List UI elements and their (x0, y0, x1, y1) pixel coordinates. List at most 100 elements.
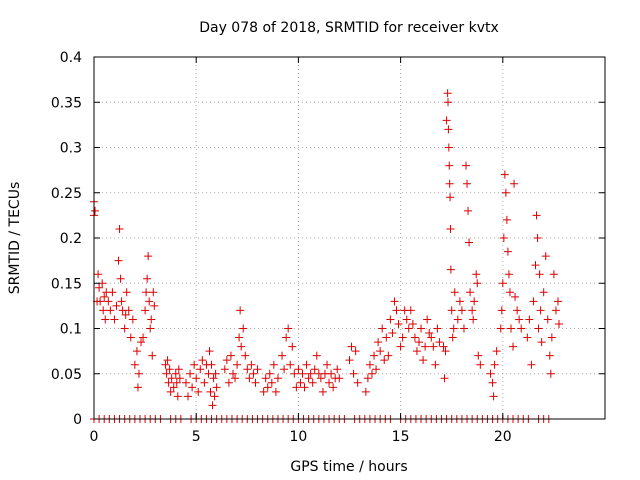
y-tick-label: 0.2 (60, 231, 82, 247)
data-point (488, 378, 497, 387)
data-point (162, 369, 171, 378)
data-point (367, 369, 376, 378)
data-point (147, 315, 156, 324)
data-point (333, 365, 342, 374)
x-tick-label: 5 (192, 429, 201, 445)
data-point (335, 374, 344, 383)
data-point (112, 301, 121, 310)
data-point (146, 324, 155, 333)
data-point (549, 270, 558, 279)
data-point (486, 369, 495, 378)
data-point (545, 351, 554, 360)
data-point (412, 347, 421, 356)
data-point (259, 387, 268, 396)
data-point (421, 342, 430, 351)
data-point (470, 297, 479, 306)
data-point (496, 324, 505, 333)
data-point (446, 265, 455, 274)
data-point (184, 392, 193, 401)
data-point (551, 306, 560, 315)
data-point (253, 365, 262, 374)
data-point (243, 365, 252, 374)
data-point (527, 360, 536, 369)
data-point (294, 365, 303, 374)
data-point (323, 360, 332, 369)
data-point (271, 387, 280, 396)
data-point (463, 179, 472, 188)
data-point (280, 365, 289, 374)
data-point (448, 333, 457, 342)
data-point (513, 306, 522, 315)
data-point (392, 306, 401, 315)
data-point (329, 383, 338, 392)
data-point (541, 252, 550, 261)
data-point (310, 365, 319, 374)
y-tick-label: 0.15 (51, 276, 82, 292)
data-point (91, 206, 100, 215)
y-tick-label: 0.3 (60, 141, 82, 157)
data-point (286, 360, 295, 369)
data-points (90, 89, 564, 423)
data-point (546, 369, 555, 378)
data-point (208, 401, 217, 410)
data-point (192, 374, 201, 383)
chart-title: Day 078 of 2018, SRMTID for receiver kvt… (199, 20, 499, 36)
data-point (94, 270, 103, 279)
data-point (161, 360, 170, 369)
data-point (500, 170, 509, 179)
data-point (525, 315, 534, 324)
data-point (194, 387, 203, 396)
data-point (130, 360, 139, 369)
data-point (423, 315, 432, 324)
data-point (165, 365, 174, 374)
data-point (122, 288, 131, 297)
data-point (446, 193, 455, 202)
data-point (505, 288, 514, 297)
data-point (398, 333, 407, 342)
data-point (382, 333, 391, 342)
data-point (490, 360, 499, 369)
data-point (365, 360, 374, 369)
x-tick-label: 20 (494, 429, 512, 445)
data-point (273, 374, 282, 383)
x-axis-label: GPS time / hours (290, 459, 407, 475)
x-tick-label: 10 (289, 429, 307, 445)
data-point (472, 270, 481, 279)
data-point (231, 374, 240, 383)
data-point (510, 179, 519, 188)
data-point (141, 306, 150, 315)
data-point (269, 360, 278, 369)
data-point (204, 369, 213, 378)
data-point (446, 224, 455, 233)
data-point (137, 338, 146, 347)
data-point (120, 324, 129, 333)
data-point (174, 365, 183, 374)
data-point (455, 297, 464, 306)
data-point (171, 369, 180, 378)
data-point (363, 374, 372, 383)
data-point (447, 306, 456, 315)
data-point (445, 179, 454, 188)
data-point (104, 297, 113, 306)
data-point (110, 315, 119, 324)
data-point (453, 315, 462, 324)
data-point (404, 324, 413, 333)
data-point (462, 161, 471, 170)
data-point (284, 324, 293, 333)
data-point (145, 297, 154, 306)
data-point (469, 315, 478, 324)
data-point (501, 188, 510, 197)
data-point (489, 392, 498, 401)
data-point (394, 319, 403, 328)
y-axis-label: SRMTID / TECUs (7, 182, 23, 295)
data-point (190, 360, 199, 369)
data-point (211, 369, 220, 378)
data-point (325, 378, 334, 387)
data-point (173, 392, 182, 401)
data-point (351, 347, 360, 356)
data-point (226, 351, 235, 360)
data-point (408, 319, 417, 328)
data-point (443, 89, 452, 98)
